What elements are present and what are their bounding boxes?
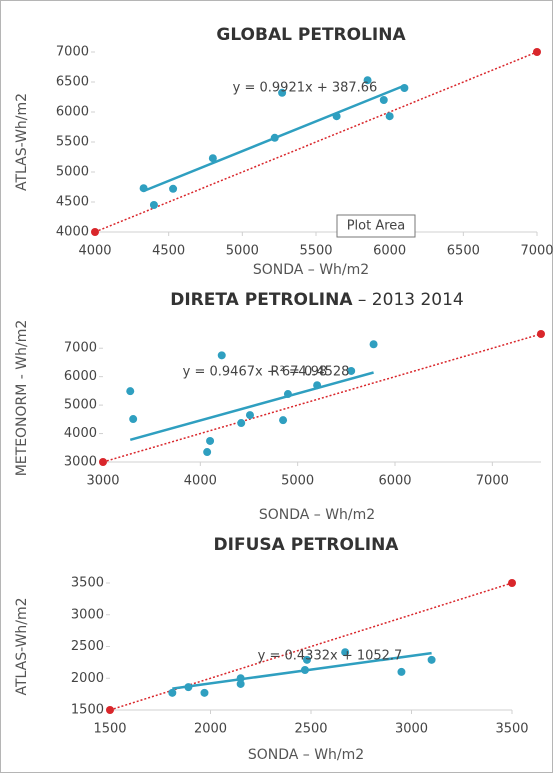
y-axis-label: METEONORM - Wh/m2 bbox=[14, 320, 30, 477]
y-tick-label: 3000 bbox=[64, 455, 97, 470]
data-point bbox=[208, 154, 217, 163]
data-point bbox=[379, 96, 388, 104]
y-tick-label: 6000 bbox=[56, 105, 89, 120]
y-tick-label: 3000 bbox=[71, 607, 104, 622]
data-point bbox=[200, 688, 209, 697]
y-tick-label: 1500 bbox=[71, 703, 104, 718]
data-point bbox=[283, 390, 292, 399]
reference-point bbox=[91, 228, 99, 236]
data-point bbox=[427, 655, 436, 664]
y-tick-label: 4000 bbox=[64, 426, 97, 441]
x-tick-label: 5000 bbox=[226, 244, 259, 259]
data-point bbox=[385, 112, 394, 121]
x-tick-label: 1500 bbox=[93, 722, 126, 737]
chart-title: DIRETA PETROLINA – 2013 2014 bbox=[170, 290, 464, 310]
title-main: DIRETA PETROLINA bbox=[170, 290, 353, 310]
y-tick-label: 5000 bbox=[64, 398, 97, 413]
data-point bbox=[279, 416, 288, 425]
y-tick-label: 2000 bbox=[71, 671, 104, 686]
x-axis-label: SONDA – Wh/m2 bbox=[253, 262, 369, 278]
trendline bbox=[129, 371, 374, 442]
subtitle: – 2013 2014 bbox=[358, 290, 464, 310]
data-point bbox=[278, 88, 287, 97]
tooltip: Plot Area bbox=[347, 219, 406, 234]
y-tick-label: 7000 bbox=[56, 45, 89, 60]
x-tick-label: 3000 bbox=[395, 722, 428, 737]
x-tick-label: 6000 bbox=[373, 244, 406, 259]
data-point bbox=[217, 351, 226, 360]
y-axis-label: ATLAS-Wh/m2 bbox=[14, 597, 30, 695]
x-tick-label: 5500 bbox=[299, 244, 332, 259]
x-tick-label: 6500 bbox=[447, 244, 480, 259]
y-tick-label: 7000 bbox=[64, 341, 97, 356]
y-tick-label: 3500 bbox=[71, 576, 104, 591]
data-point bbox=[206, 436, 215, 445]
data-point bbox=[168, 688, 177, 697]
data-point bbox=[400, 84, 409, 92]
data-point bbox=[236, 674, 245, 683]
data-point bbox=[313, 381, 322, 390]
chart-title: DIFUSA PETROLINA bbox=[214, 535, 400, 555]
y-tick-label: 4500 bbox=[56, 195, 89, 210]
reference-point bbox=[106, 706, 114, 714]
reference-point bbox=[99, 458, 107, 466]
data-point bbox=[332, 112, 341, 121]
chart-title: GLOBAL PETROLINA bbox=[216, 25, 406, 45]
r-squared: R² = 0.4528 bbox=[271, 365, 350, 380]
data-point bbox=[300, 665, 309, 674]
data-point bbox=[149, 201, 158, 209]
data-point bbox=[302, 655, 311, 664]
data-point bbox=[129, 415, 138, 424]
reference-point bbox=[537, 330, 545, 338]
x-tick-label: 7000 bbox=[520, 244, 553, 259]
x-tick-label: 4500 bbox=[152, 244, 185, 259]
x-tick-label: 4000 bbox=[78, 244, 111, 259]
x-axis-label: SONDA – Wh/m2 bbox=[259, 507, 375, 523]
tooltip-box bbox=[336, 214, 416, 238]
data-point bbox=[126, 387, 135, 396]
data-point bbox=[184, 683, 193, 692]
x-tick-label: 3500 bbox=[495, 722, 528, 737]
trendline-equation: y = 0.4332x + 1052.7 bbox=[258, 649, 403, 664]
reference-point bbox=[508, 579, 516, 587]
x-tick-label: 4000 bbox=[184, 474, 217, 489]
y-axis-label: ATLAS-Wh/m2 bbox=[14, 93, 30, 191]
data-point bbox=[139, 184, 148, 193]
y-tick-label: 5000 bbox=[56, 165, 89, 180]
x-tick-label: 7000 bbox=[476, 474, 509, 489]
x-tick-label: 3000 bbox=[86, 474, 119, 489]
y-tick-label: 2500 bbox=[71, 639, 104, 654]
y-tick-label: 6500 bbox=[56, 75, 89, 90]
reference-line bbox=[94, 51, 538, 233]
y-tick-label: 6000 bbox=[64, 369, 97, 384]
x-tick-label: 5000 bbox=[281, 474, 314, 489]
x-axis-label: SONDA – Wh/m2 bbox=[248, 747, 364, 763]
y-tick-label: 4000 bbox=[56, 225, 89, 240]
data-point bbox=[270, 133, 279, 142]
trendline-equation: y = 0.9467x + 674.98 bbox=[183, 365, 328, 380]
data-point bbox=[341, 648, 350, 657]
y-tick-label: 5500 bbox=[56, 135, 89, 150]
data-point bbox=[369, 340, 378, 349]
data-point bbox=[397, 667, 406, 676]
data-point bbox=[236, 679, 245, 688]
x-tick-label: 2500 bbox=[294, 722, 327, 737]
x-tick-label: 2000 bbox=[194, 722, 227, 737]
data-point bbox=[203, 448, 212, 457]
data-point bbox=[169, 184, 178, 193]
data-point bbox=[347, 366, 356, 375]
x-tick-label: 6000 bbox=[378, 474, 411, 489]
data-point bbox=[237, 419, 246, 428]
trendline-equation: y = 0.9921x + 387.66 bbox=[233, 81, 378, 96]
reference-line bbox=[102, 333, 542, 463]
data-point bbox=[245, 411, 254, 420]
reference-point bbox=[533, 48, 541, 56]
data-point bbox=[363, 76, 372, 85]
